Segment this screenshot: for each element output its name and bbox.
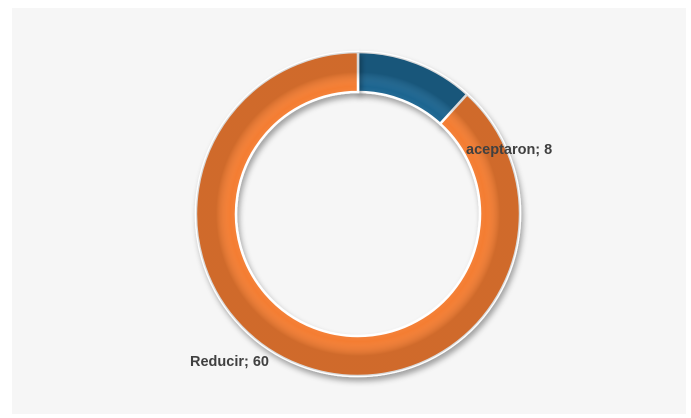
labels-layer: aceptaron; 8 Reducir; 60 — [190, 142, 552, 370]
chart-area: aceptaron; 8 Reducir; 60 — [12, 8, 686, 414]
data-label-reducir: Reducir; 60 — [190, 354, 269, 370]
data-label-aceptaron: aceptaron; 8 — [466, 142, 552, 158]
slices-layer — [194, 50, 522, 378]
donut-slice-reducir — [194, 50, 522, 378]
donut-chart: aceptaron; 8 Reducir; 60 — [190, 50, 552, 378]
